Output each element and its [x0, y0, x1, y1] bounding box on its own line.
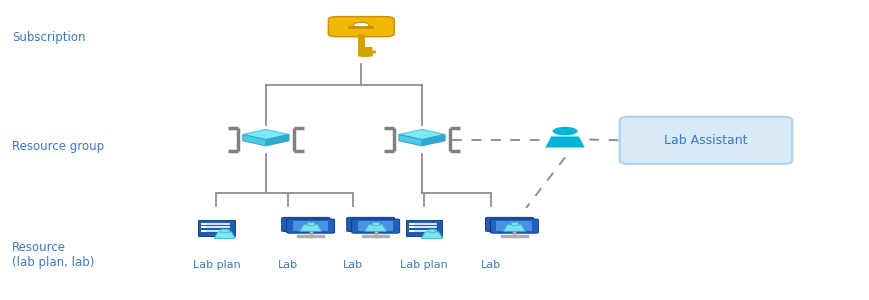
FancyBboxPatch shape [351, 219, 399, 233]
FancyBboxPatch shape [352, 219, 388, 229]
Text: Lab: Lab [342, 260, 362, 270]
Polygon shape [399, 129, 445, 140]
FancyBboxPatch shape [372, 222, 379, 225]
Text: Lab plan: Lab plan [192, 260, 240, 270]
FancyBboxPatch shape [408, 230, 414, 232]
Text: Subscription: Subscription [12, 31, 85, 44]
FancyBboxPatch shape [357, 221, 393, 231]
FancyBboxPatch shape [495, 221, 531, 231]
FancyBboxPatch shape [288, 219, 322, 229]
FancyBboxPatch shape [292, 221, 328, 231]
Circle shape [353, 22, 368, 28]
Text: Resource
(lab plan, lab): Resource (lab plan, lab) [12, 241, 94, 269]
FancyBboxPatch shape [201, 226, 206, 228]
Text: Lab: Lab [277, 260, 297, 270]
FancyBboxPatch shape [282, 217, 329, 232]
FancyBboxPatch shape [428, 229, 434, 232]
FancyBboxPatch shape [491, 219, 527, 229]
Text: Lab plan: Lab plan [400, 260, 447, 270]
Polygon shape [421, 134, 445, 146]
Polygon shape [242, 134, 266, 146]
Text: Lab: Lab [481, 260, 501, 270]
FancyBboxPatch shape [201, 223, 206, 225]
FancyBboxPatch shape [485, 217, 533, 232]
Polygon shape [364, 225, 386, 231]
FancyBboxPatch shape [405, 220, 441, 236]
FancyBboxPatch shape [198, 220, 235, 236]
FancyBboxPatch shape [510, 222, 517, 225]
FancyBboxPatch shape [619, 117, 792, 164]
Polygon shape [214, 232, 235, 238]
Text: Lab Assistant: Lab Assistant [664, 134, 746, 147]
Polygon shape [266, 134, 289, 146]
Polygon shape [300, 225, 322, 231]
Text: Resource group: Resource group [12, 140, 103, 153]
FancyBboxPatch shape [307, 222, 314, 225]
FancyBboxPatch shape [408, 226, 414, 228]
Polygon shape [421, 232, 442, 238]
FancyBboxPatch shape [286, 219, 335, 233]
FancyBboxPatch shape [490, 219, 538, 233]
FancyBboxPatch shape [408, 223, 414, 225]
Polygon shape [399, 134, 421, 146]
Polygon shape [545, 136, 584, 148]
FancyBboxPatch shape [221, 229, 228, 232]
Polygon shape [503, 225, 525, 231]
FancyBboxPatch shape [328, 16, 394, 37]
Circle shape [552, 127, 577, 135]
Polygon shape [242, 129, 289, 140]
FancyBboxPatch shape [347, 217, 395, 232]
FancyBboxPatch shape [201, 230, 206, 232]
